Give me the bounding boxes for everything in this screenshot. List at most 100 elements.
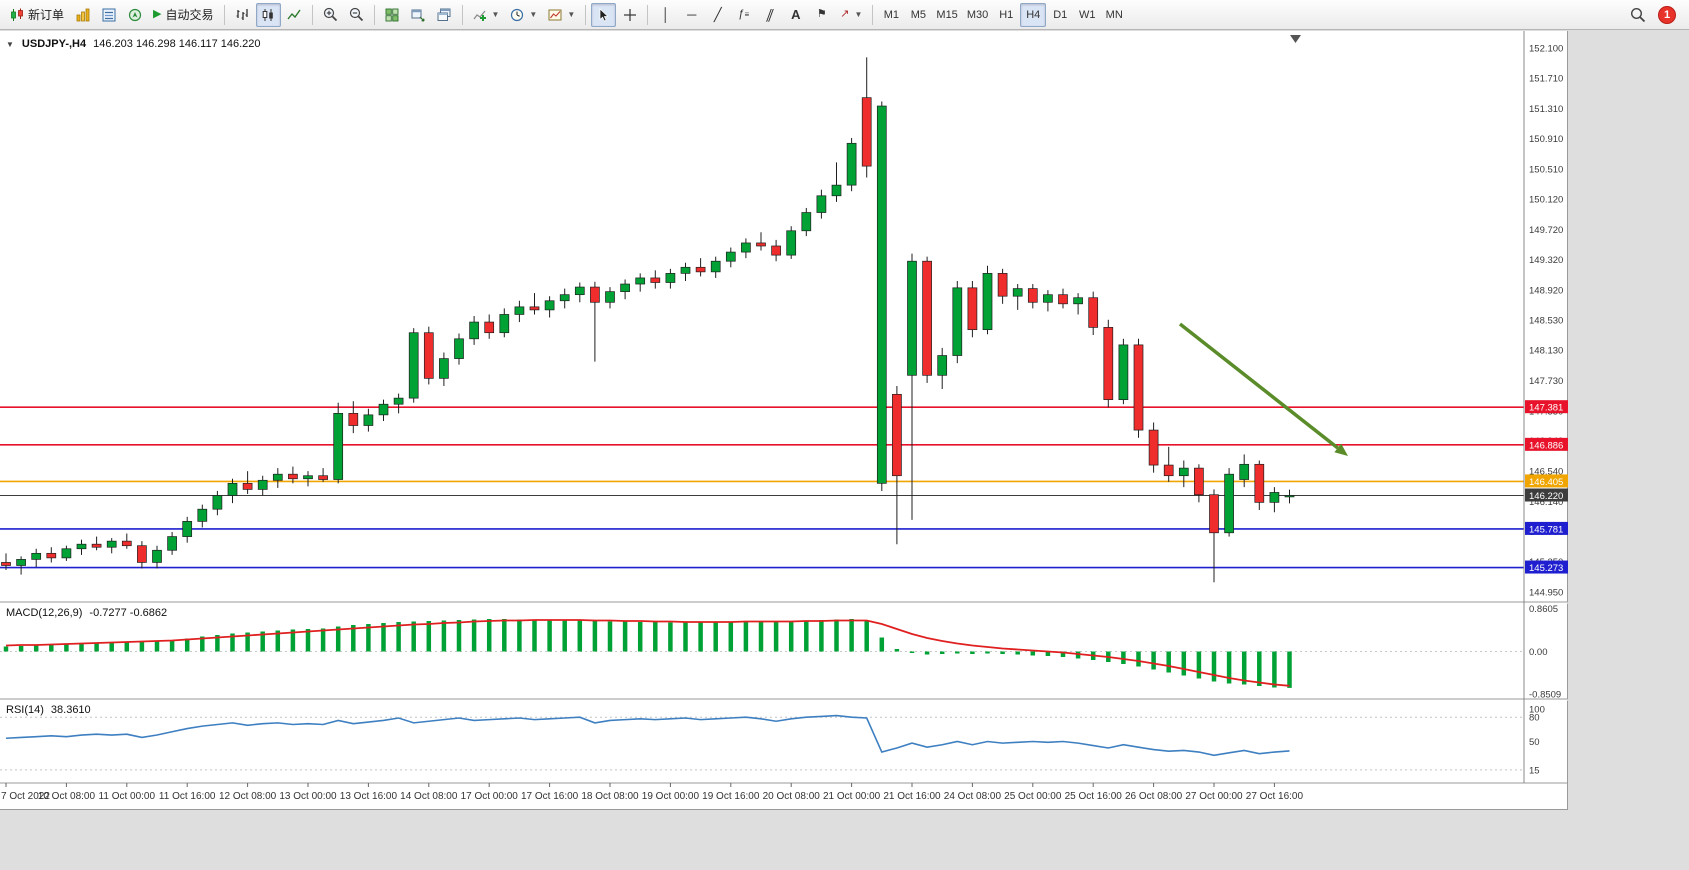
rsi-value: 38.3610: [50, 704, 91, 716]
svg-text:151.710: 151.710: [1529, 73, 1563, 84]
timeframe-button-m30[interactable]: M30: [963, 3, 992, 27]
svg-text:13 Oct 16:00: 13 Oct 16:00: [340, 791, 398, 802]
text-label-button[interactable]: ⚑: [809, 3, 834, 27]
market-watch-button[interactable]: [96, 3, 121, 27]
price-axis[interactable]: 152.100 151.710 151.310 150.910 150.510 150.1…: [1525, 44, 1568, 777]
arrange-windows-button[interactable]: [406, 3, 431, 27]
rsi-indicator-label: RSI(14): [6, 704, 44, 716]
charts-icon: [76, 8, 89, 21]
svg-text:148.920: 148.920: [1529, 286, 1563, 297]
svg-text:147.381: 147.381: [1529, 403, 1563, 414]
svg-text:10 Oct 08:00: 10 Oct 08:00: [38, 791, 96, 802]
svg-text:24 Oct 08:00: 24 Oct 08:00: [944, 791, 1002, 802]
line-chart-type-button[interactable]: [282, 3, 307, 27]
navigator-button[interactable]: [122, 3, 147, 27]
arrow-shape-icon: ↗: [840, 8, 850, 20]
svg-text:147.730: 147.730: [1529, 376, 1563, 387]
svg-text:19 Oct 00:00: 19 Oct 00:00: [642, 791, 700, 802]
chart-shift-marker[interactable]: [1290, 35, 1301, 43]
cursor-button[interactable]: [591, 2, 617, 27]
symbol-timeframe-label: USDJPY-,H4: [21, 38, 87, 50]
notification-badge[interactable]: 1: [1658, 5, 1676, 24]
line-chart-type-icon: [287, 9, 301, 19]
fibonacci-button[interactable]: ƒ≡: [731, 3, 756, 27]
svg-text:50: 50: [1529, 737, 1540, 748]
crosshair-button[interactable]: [617, 3, 642, 27]
timeframe-button-m5[interactable]: M5: [905, 3, 931, 27]
horizontal-line-icon: ─: [687, 7, 697, 22]
svg-text:148.130: 148.130: [1529, 346, 1563, 357]
horizontal-line-button[interactable]: ─: [679, 3, 704, 27]
trendline-button[interactable]: ╱: [705, 3, 730, 27]
chart-title: ▼ USDJPY-,H4 146.203 146.298 146.117 146…: [6, 38, 261, 50]
timeframe-button-h1[interactable]: H1: [993, 3, 1019, 27]
periods-button[interactable]: ▼: [505, 3, 542, 27]
dropdown-caret-icon: ▼: [529, 10, 538, 19]
svg-text:13 Oct 00:00: 13 Oct 00:00: [279, 791, 337, 802]
rsi-title: RSI(14) 38.3610: [6, 704, 91, 716]
auto-trading-button[interactable]: ▶ 自动交易: [148, 3, 218, 27]
charts-button[interactable]: [70, 3, 95, 27]
zoom-out-icon: [349, 7, 363, 22]
timeframe-button-m1[interactable]: M1: [878, 3, 904, 27]
svg-text:149.720: 149.720: [1529, 225, 1563, 236]
clock-icon: [511, 8, 524, 21]
text-label-icon: ⚑: [816, 8, 827, 20]
templates-button[interactable]: ▼: [543, 3, 580, 27]
svg-text:150.510: 150.510: [1529, 165, 1563, 176]
svg-text:146.405: 146.405: [1529, 477, 1563, 488]
symbol-dropdown-icon[interactable]: ▼: [6, 39, 14, 49]
timeframe-button-h4[interactable]: H4: [1020, 2, 1047, 27]
toolbar-separator: [373, 4, 375, 25]
timeframe-button-d1[interactable]: D1: [1047, 3, 1073, 27]
fibonacci-icon: ƒ≡: [738, 8, 750, 20]
bar-chart-type-button[interactable]: [230, 3, 255, 27]
timeframe-button-w1[interactable]: W1: [1074, 3, 1100, 27]
chart-window: 152.100 151.710 151.310 150.910 150.510 150.1…: [0, 31, 1568, 810]
new-order-button[interactable]: 新订单: [5, 3, 69, 27]
svg-text:14 Oct 08:00: 14 Oct 08:00: [400, 791, 458, 802]
tile-windows-button[interactable]: [380, 3, 405, 27]
channel-button[interactable]: ∥: [757, 3, 782, 27]
arrows-shapes-button[interactable]: ↗ ▼: [835, 3, 867, 27]
svg-text:146.886: 146.886: [1529, 440, 1563, 451]
svg-text:12 Oct 08:00: 12 Oct 08:00: [219, 791, 277, 802]
crosshair-icon: [623, 8, 636, 21]
dropdown-caret-icon: ▼: [854, 10, 863, 19]
svg-text:145.273: 145.273: [1529, 563, 1563, 574]
chart-canvas[interactable]: 152.100 151.710 151.310 150.910 150.510 150.1…: [0, 31, 1568, 810]
timeframe-button-mn[interactable]: MN: [1101, 3, 1127, 27]
trend-arrow-annotation[interactable]: [1178, 322, 1348, 456]
cascade-windows-button[interactable]: [432, 3, 457, 27]
timeframe-button-m15[interactable]: M15: [932, 3, 961, 27]
svg-text:100: 100: [1529, 705, 1545, 716]
cascade-windows-icon: [437, 8, 451, 21]
svg-text:148.530: 148.530: [1529, 315, 1563, 326]
search-button[interactable]: [1625, 3, 1651, 27]
ohlc-values: 146.203 146.298 146.117 146.220: [93, 38, 261, 50]
svg-text:20 Oct 08:00: 20 Oct 08:00: [763, 791, 821, 802]
text-button[interactable]: A: [783, 3, 808, 27]
rsi-layer: [5, 714, 1290, 757]
toolbar-separator: [311, 4, 313, 25]
new-order-icon: [11, 8, 23, 21]
zoom-out-button[interactable]: [344, 3, 369, 27]
dropdown-caret-icon: ▼: [567, 10, 576, 19]
vertical-line-button[interactable]: │: [653, 3, 678, 27]
candlestick-chart-type-button[interactable]: [255, 2, 281, 27]
svg-text:25 Oct 00:00: 25 Oct 00:00: [1004, 791, 1062, 802]
candles-layer[interactable]: [1, 57, 1295, 583]
arrange-windows-icon: [411, 9, 425, 22]
navigator-icon: [128, 8, 141, 21]
candlestick-chart-type-icon: [262, 8, 273, 21]
auto-trading-label: 自动交易: [165, 8, 214, 22]
svg-text:144.950: 144.950: [1529, 588, 1563, 599]
search-icon: [1630, 7, 1646, 22]
svg-text:146.220: 146.220: [1529, 491, 1563, 502]
macd-values: -0.7277 -0.6862: [89, 607, 168, 619]
zoom-in-button[interactable]: [318, 3, 343, 27]
indicators-button[interactable]: ▼: [468, 3, 505, 27]
svg-text:150.910: 150.910: [1529, 134, 1563, 145]
hlines-layer[interactable]: [0, 406, 1524, 569]
